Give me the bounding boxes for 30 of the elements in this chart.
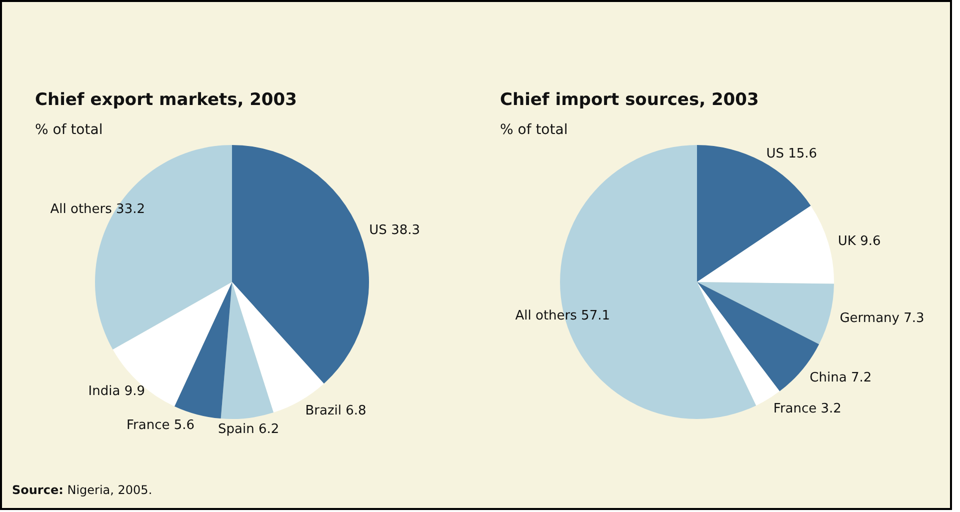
slice-label: US [369, 223, 392, 238]
slice-label: Brazil [305, 403, 346, 418]
slice-label: China [810, 370, 851, 386]
data-label: 7.3 [904, 311, 924, 326]
data-label: 5.6 [174, 418, 195, 434]
data-label: 6.8 [346, 403, 366, 418]
data-label: 7.2 [850, 370, 872, 386]
data-label: 3.2 [820, 402, 842, 417]
slice-label: Germany [840, 311, 904, 326]
source-note: Source: Nigeria, 2005. [12, 483, 152, 497]
chart-title: Chief import sources, 2003 [500, 90, 759, 110]
data-label: 57.1 [581, 308, 610, 324]
chart-title: Chief export markets, 2003 [35, 90, 297, 110]
slice-label: UK [838, 234, 860, 250]
data-label: 38.3 [391, 223, 420, 238]
chart-subtitle: % of total [35, 122, 103, 138]
slice-label: India [88, 384, 124, 400]
data-label: 6.2 [258, 422, 280, 438]
slice-label: US [766, 146, 788, 162]
data-label: 9.9 [124, 384, 145, 400]
data-label: 9.6 [860, 234, 881, 250]
slice-label: Spain [218, 422, 258, 438]
slice-label: All others [50, 202, 116, 217]
slice-label: France [126, 418, 174, 434]
data-label: 33.2 [116, 202, 145, 217]
data-label: 15.6 [788, 146, 818, 162]
slice-label: France [773, 402, 821, 417]
slice-label: All others [515, 308, 582, 324]
chart-subtitle: % of total [500, 122, 568, 138]
pie-slice [220, 282, 274, 419]
